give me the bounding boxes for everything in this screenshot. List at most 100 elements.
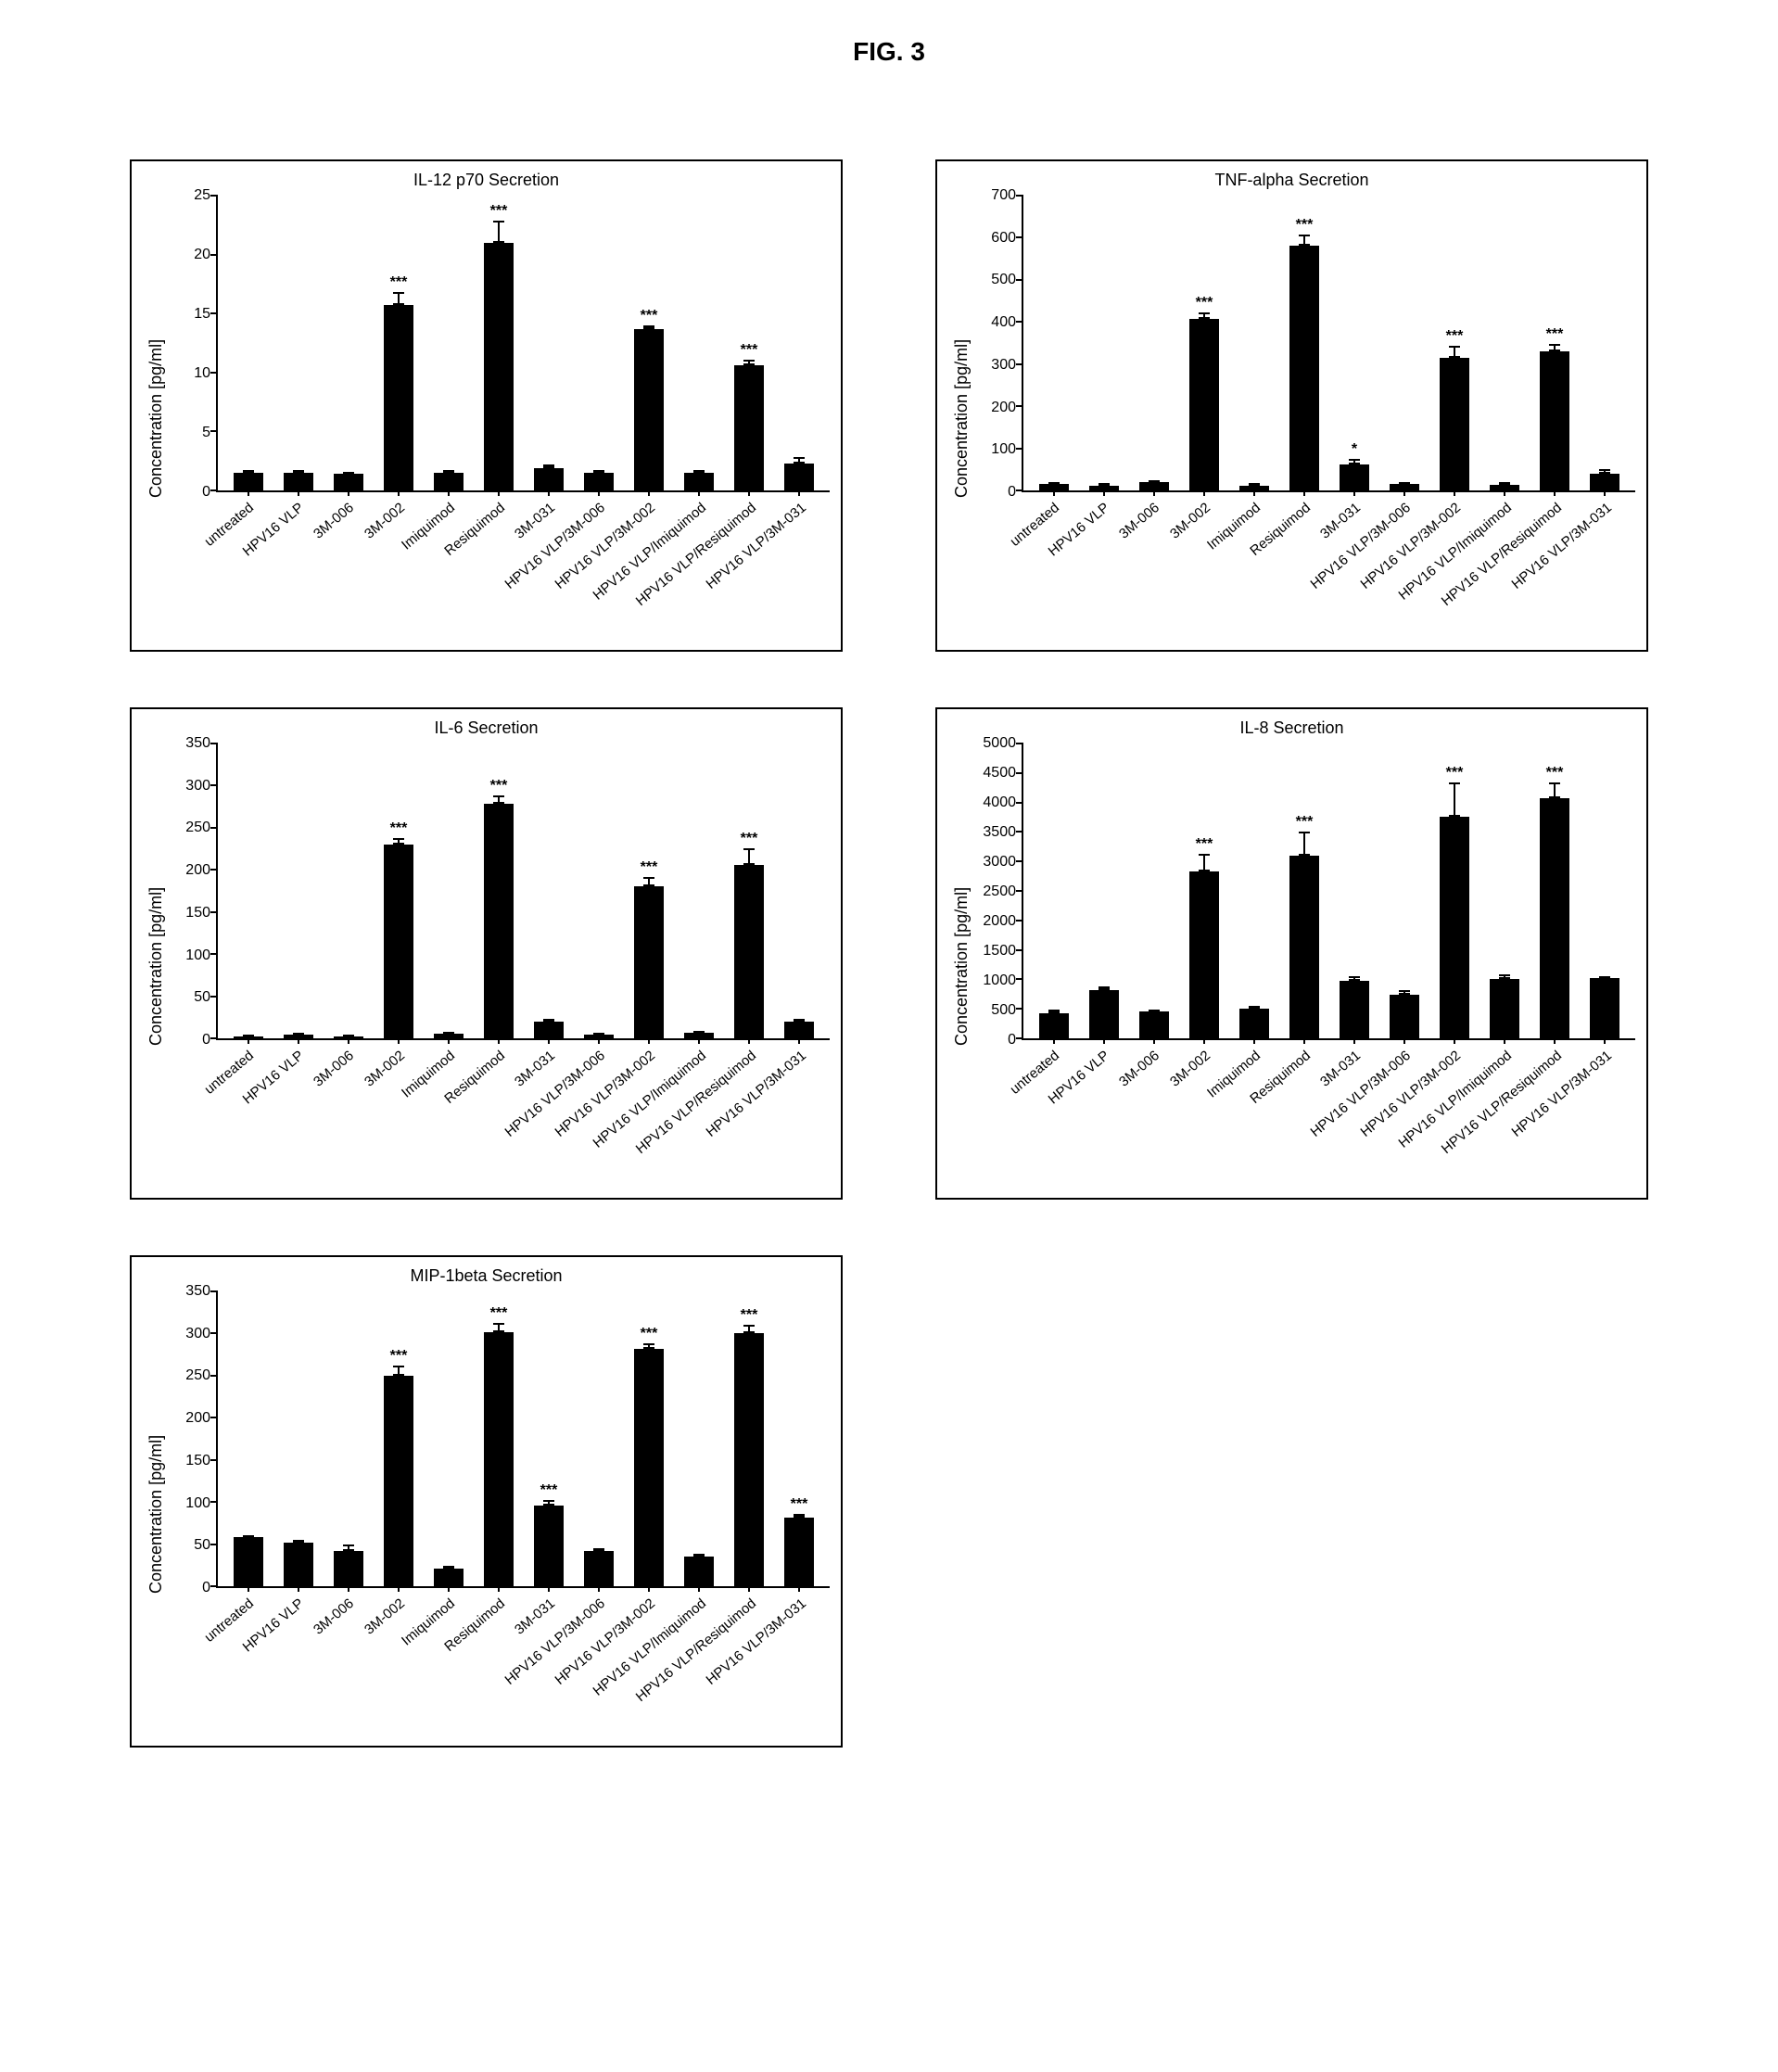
y-tick	[210, 1332, 218, 1334]
plot-area: *** *** *** ***	[216, 744, 830, 1040]
bar: ***	[734, 1333, 764, 1586]
bar	[1390, 995, 1419, 1038]
bars-container: ************	[218, 196, 830, 490]
significance-marker: ***	[490, 1306, 508, 1321]
y-tick	[210, 1585, 218, 1587]
error-bar	[1103, 986, 1105, 990]
bar-slot: ***	[724, 196, 774, 490]
bar-slot	[1480, 196, 1530, 490]
bar-slot	[1079, 196, 1129, 490]
y-tick-label: 0	[1008, 484, 1016, 501]
y-tick-label: 350	[185, 735, 210, 752]
bar-slot	[674, 744, 724, 1038]
chart-panel-il12: IL-12 p70 SecretionConcentration [pg/ml]…	[130, 159, 843, 652]
error-bar	[398, 1366, 400, 1376]
plot-area: *************	[1022, 196, 1635, 492]
bar-slot	[524, 744, 574, 1038]
bar: ***	[1540, 798, 1569, 1038]
bar	[534, 1022, 564, 1038]
y-tick-labels: 0500100015002000250030003500400045005000	[975, 744, 1022, 1040]
y-tick-label: 200	[185, 862, 210, 879]
y-tick-label: 700	[991, 187, 1016, 204]
error-bar	[1153, 1010, 1155, 1012]
error-bar	[348, 1544, 349, 1551]
x-labels: untreatedHPV16 VLP3M-0063M-002ImiquimodR…	[1022, 492, 1635, 641]
error-bar	[448, 1032, 450, 1034]
y-tick-label: 300	[991, 357, 1016, 374]
bar	[434, 1034, 464, 1038]
bar-slot	[674, 1291, 724, 1586]
y-tick	[210, 1459, 218, 1461]
bar-slot	[574, 744, 624, 1038]
bar-slot	[524, 196, 574, 490]
y-tick	[210, 489, 218, 491]
y-tick-label: 3000	[983, 854, 1016, 871]
error-bar	[1253, 1006, 1255, 1009]
bar	[434, 473, 464, 490]
y-tick	[1016, 920, 1023, 922]
bar-slot: ***	[474, 744, 524, 1038]
y-tick-label: 2500	[983, 883, 1016, 900]
error-bar	[748, 360, 750, 365]
bar	[1490, 979, 1519, 1038]
bars-container: *** *** *** ***	[218, 744, 830, 1038]
error-bar	[1454, 346, 1455, 359]
error-bar	[1103, 483, 1105, 485]
bar-slot: ***	[1530, 744, 1580, 1038]
bar	[684, 473, 714, 490]
bar-slot	[424, 196, 474, 490]
y-tick	[210, 254, 218, 256]
bar-slot: ***	[474, 196, 524, 490]
y-tick-label: 3500	[983, 824, 1016, 841]
chart-title: MIP-1beta Secretion	[143, 1266, 830, 1286]
figure-label: FIG. 3	[56, 37, 1722, 67]
y-tick	[1016, 405, 1023, 407]
y-tick	[210, 996, 218, 998]
bar-slot	[774, 196, 824, 490]
bar: *	[1340, 464, 1369, 490]
bar	[1089, 990, 1119, 1038]
bar	[1239, 486, 1269, 490]
error-bar	[648, 877, 650, 887]
error-bar	[1554, 782, 1556, 798]
y-tick-label: 0	[202, 484, 210, 501]
chart-panel-tnfa: TNF-alpha SecretionConcentration [pg/ml]…	[935, 159, 1648, 652]
chart-panel-il8: IL-8 SecretionConcentration [pg/ml]05001…	[935, 707, 1648, 1200]
error-bar	[1053, 482, 1055, 484]
y-tick-label: 150	[185, 905, 210, 922]
significance-marker: ***	[390, 821, 408, 836]
significance-marker: ***	[641, 860, 658, 875]
bar: ***	[1440, 358, 1469, 490]
error-bar	[1454, 782, 1455, 817]
bar	[334, 1551, 363, 1586]
bar: ***	[384, 845, 413, 1038]
y-tick-label: 100	[991, 441, 1016, 458]
bar-slot: ***	[374, 1291, 424, 1586]
y-tick	[1016, 195, 1023, 197]
y-tick	[210, 195, 218, 197]
significance-marker: ***	[1446, 766, 1464, 781]
bar-slot: ***	[1429, 196, 1480, 490]
y-tick-label: 25	[194, 187, 210, 204]
significance-marker: ***	[1196, 837, 1213, 852]
bar-slot	[1129, 744, 1179, 1038]
bar	[234, 1537, 263, 1586]
y-tick	[1016, 489, 1023, 491]
bar-slot: ***	[1279, 744, 1329, 1038]
bar	[1590, 978, 1619, 1038]
y-tick	[1016, 743, 1023, 744]
y-tick-label: 200	[991, 400, 1016, 416]
y-tick-label: 500	[991, 1002, 1016, 1019]
x-labels: untreatedHPV16 VLP3M-0063M-002ImiquimodR…	[216, 1040, 830, 1189]
y-tick-labels: 050100150200250300350	[170, 1291, 216, 1588]
chart-title: IL-6 Secretion	[143, 718, 830, 738]
error-bar	[748, 1325, 750, 1333]
y-tick	[1016, 363, 1023, 365]
y-tick	[210, 1037, 218, 1039]
error-bar	[698, 470, 700, 473]
error-bar	[1303, 235, 1305, 245]
significance-marker: ***	[1296, 218, 1314, 233]
error-bar	[248, 470, 249, 473]
error-bar	[1153, 480, 1155, 482]
bar: ***	[634, 886, 664, 1038]
